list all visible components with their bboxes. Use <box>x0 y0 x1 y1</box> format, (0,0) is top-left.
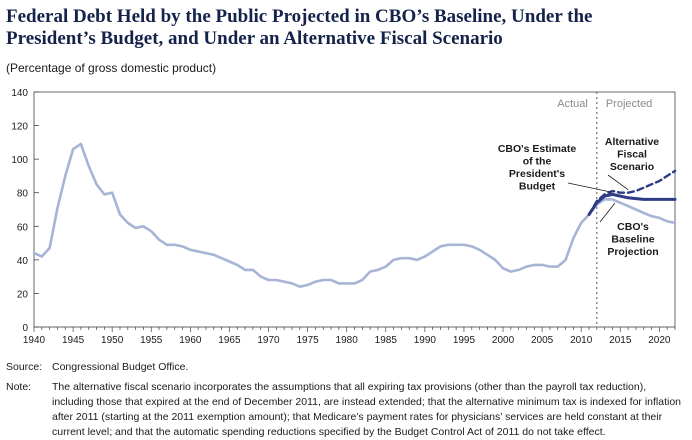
annotation-line: Budget <box>519 181 556 193</box>
annotation-label: CBO's Baseline Projection <box>607 221 658 258</box>
series-line <box>587 192 677 216</box>
x-tick-label: 1940 <box>23 335 46 346</box>
annotation-line: Alternative <box>605 136 659 148</box>
annotations: CBO's Estimate of the President's Budget Alt… <box>498 136 659 258</box>
annotation-line: CBO's <box>617 221 649 233</box>
notes-block: Source: Congressional Budget Office. Not… <box>6 360 686 440</box>
note-text: The alternative fiscal scenario incorpor… <box>52 381 682 438</box>
chart-subtitle: (Percentage of gross domestic product) <box>6 61 217 75</box>
x-tick-label: 1975 <box>296 335 319 346</box>
note-label: Note: <box>6 381 32 393</box>
annotation-line: Fiscal <box>617 149 647 161</box>
x-tick-label: 1990 <box>414 335 437 346</box>
x-tick-label: 1960 <box>179 335 202 346</box>
y-tick-label: 20 <box>17 289 29 300</box>
x-tick-label: 2015 <box>609 335 632 346</box>
series-line <box>32 142 677 288</box>
alternative-leader-line <box>607 174 629 191</box>
annotation-line: Baseline <box>611 234 654 246</box>
y-tick-label: 0 <box>22 323 28 334</box>
y-tick-label: 80 <box>17 189 29 200</box>
line-chart: 0 20 40 60 80 100 120 140 1940 1945 1950 1955 1960 19… <box>11 88 677 346</box>
projected-label: Projected <box>606 98 652 110</box>
series-line <box>587 169 677 216</box>
annotation-line: CBO's Estimate <box>498 143 577 155</box>
y-tick-label: 140 <box>11 88 28 99</box>
annotation-line: of the <box>523 156 552 168</box>
y-tick-label: 120 <box>11 122 28 133</box>
x-tick-label: 1965 <box>218 335 241 346</box>
annotation-label: CBO's Estimate of the President's Budget <box>498 143 577 193</box>
president-leader-line <box>567 182 613 193</box>
x-tick-label: 2005 <box>531 335 554 346</box>
y-tick-label: 40 <box>17 256 29 267</box>
annotation-label: Alternative Fiscal Scenario <box>605 136 659 173</box>
x-tick-label: 2020 <box>648 335 671 346</box>
x-tick-label: 1950 <box>101 335 124 346</box>
y-tick-label: 60 <box>17 222 29 233</box>
axes: 0 20 40 60 80 100 120 140 1940 1945 1950 1955 1960 19… <box>11 88 676 346</box>
baseline-leader-line <box>599 203 616 223</box>
source-text: Congressional Budget Office. <box>52 361 189 373</box>
plot-frame <box>33 91 676 328</box>
source-row: Source: Congressional Budget Office. <box>6 360 686 375</box>
x-tick-label: 1980 <box>336 335 359 346</box>
annotation-line: Projection <box>607 246 658 258</box>
actual-label: Actual <box>557 98 588 110</box>
series-group <box>32 142 677 288</box>
x-tick-label: 1985 <box>375 335 398 346</box>
annotation-line: Scenario <box>610 161 654 173</box>
x-tick-label: 1995 <box>453 335 476 346</box>
note-row: Note: The alternative fiscal scenario in… <box>6 380 686 440</box>
x-tick-label: 2000 <box>492 335 515 346</box>
chart-title: Federal Debt Held by the Public Projecte… <box>6 6 593 49</box>
annotation-line: President's <box>509 168 565 180</box>
y-tick-label: 100 <box>11 155 28 166</box>
x-tick-label: 1945 <box>62 335 85 346</box>
x-tick-label: 1970 <box>257 335 280 346</box>
x-tick-label: 2010 <box>570 335 593 346</box>
x-tick-label: 1955 <box>140 335 163 346</box>
source-label: Source: <box>6 361 43 373</box>
